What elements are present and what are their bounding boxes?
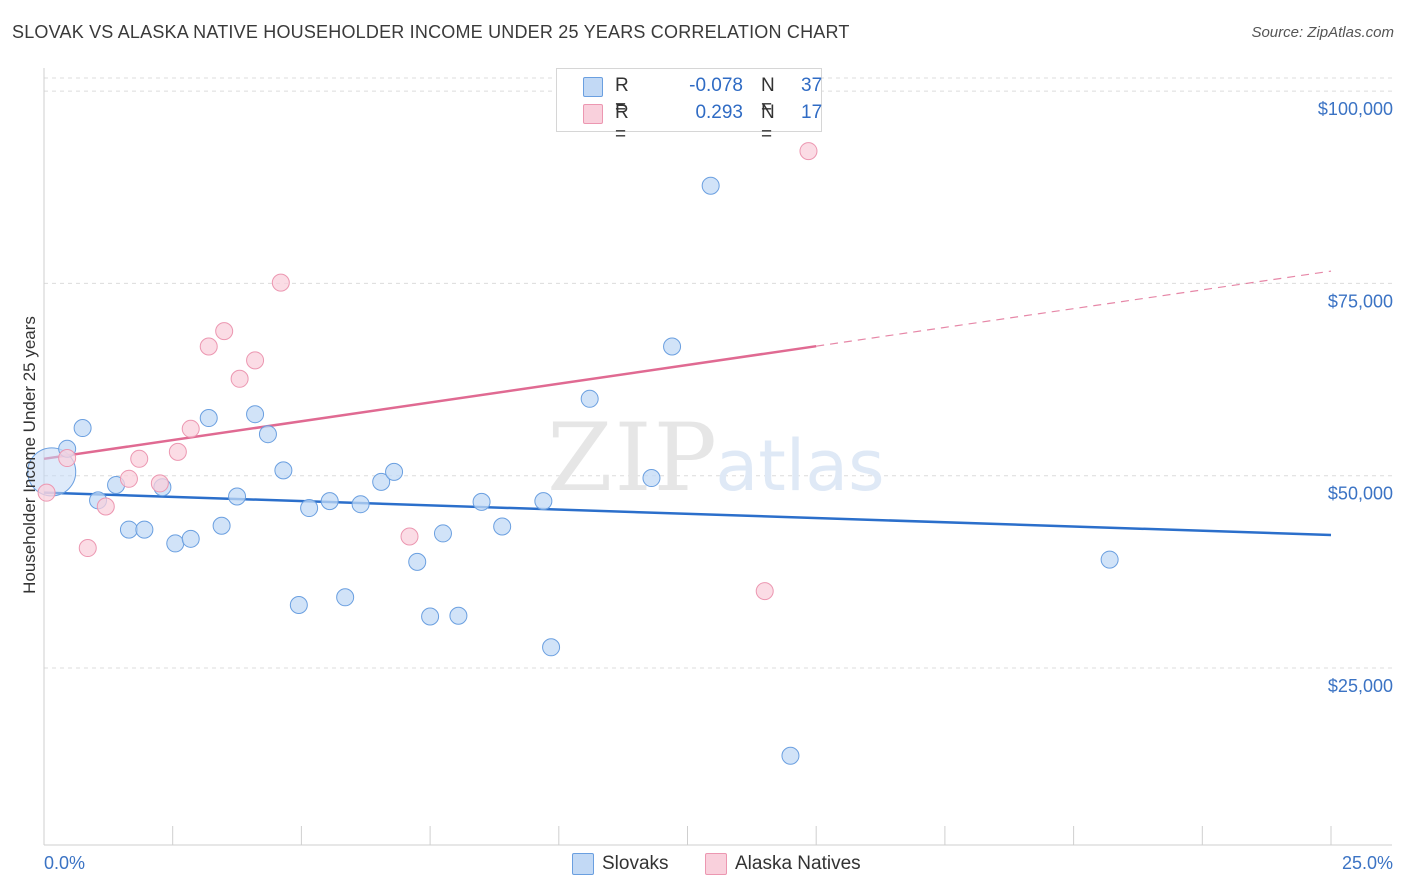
y-tick-label: $75,000	[1328, 291, 1393, 311]
point-slovaks	[472, 492, 491, 511]
point-alaska-natives	[96, 497, 115, 516]
bottom-legend-swatch-alaska-natives	[705, 853, 727, 875]
legend-r-label: R =	[615, 102, 629, 145]
point-alaska-natives	[199, 337, 218, 356]
point-alaska-natives	[119, 469, 138, 488]
point-slovaks	[701, 176, 720, 195]
point-slovaks	[385, 462, 404, 481]
y-tick-label: $25,000	[1328, 676, 1393, 696]
point-slovaks	[212, 516, 231, 535]
point-slovaks	[119, 520, 138, 539]
point-slovaks	[258, 425, 277, 444]
point-alaska-natives	[755, 582, 774, 601]
x-tick-label: 25.0%	[1342, 853, 1393, 873]
chart-title: SLOVAK VS ALASKA NATIVE HOUSEHOLDER INCO…	[12, 22, 850, 42]
point-slovaks	[663, 337, 682, 356]
y-axis-label: Householder Income Under 25 years	[20, 316, 39, 594]
point-slovaks	[166, 534, 185, 553]
trend-line	[43, 491, 1332, 537]
point-alaska-natives	[215, 322, 234, 341]
point-alaska-natives	[400, 527, 419, 546]
point-slovaks	[73, 419, 92, 438]
bottom-legend-label: Slovaks	[602, 853, 669, 874]
point-alaska-natives	[246, 351, 265, 370]
point-slovaks	[1100, 550, 1119, 569]
point-slovaks	[534, 492, 553, 511]
zipatlas-watermark: ZIP atlas	[547, 404, 884, 513]
point-slovaks	[542, 638, 561, 657]
point-alaska-natives	[271, 273, 290, 292]
point-slovaks	[181, 529, 200, 548]
legend-n-label: N =	[761, 75, 775, 118]
correlation-legend: R = -0.078 N = 37 R = 0.293 N = 17	[556, 68, 823, 145]
point-alaska-natives	[58, 449, 77, 468]
point-alaska-natives	[799, 142, 818, 161]
y-tick-labels: $25,000 $50,000 $75,000 $100,000	[1318, 99, 1393, 696]
watermark-atlas: atlas	[715, 425, 884, 507]
point-alaska-natives	[130, 449, 149, 468]
point-slovaks	[642, 469, 661, 488]
legend-swatch-slovaks	[583, 77, 603, 97]
watermark-zip: ZIP	[547, 404, 719, 513]
bottom-legend-label: Alaska Natives	[735, 853, 861, 874]
y-tick-label: $100,000	[1318, 99, 1393, 119]
point-slovaks	[493, 517, 512, 536]
point-slovaks	[300, 499, 319, 518]
legend-n-value: 17	[801, 102, 823, 123]
point-slovaks	[449, 606, 468, 625]
data-points	[27, 142, 1119, 765]
legend-swatch-alaska-natives	[583, 104, 603, 124]
source-label: Source: ZipAtlas.com	[1251, 24, 1394, 41]
point-slovaks	[433, 524, 452, 543]
point-alaska-natives	[78, 539, 97, 558]
point-slovaks	[336, 588, 355, 607]
point-slovaks	[372, 472, 391, 491]
trend-line-solid	[43, 344, 817, 461]
point-alaska-natives	[168, 442, 187, 461]
x-tick-label: 0.0%	[44, 853, 85, 873]
point-slovaks	[351, 495, 370, 514]
legend-r-value: -0.078	[689, 75, 743, 96]
point-slovaks	[320, 492, 339, 511]
point-alaska-natives	[150, 474, 169, 493]
point-alaska-natives	[230, 369, 249, 388]
legend-r-value: 0.293	[695, 102, 743, 123]
point-alaska-natives	[37, 483, 56, 502]
trend-line-dashed	[816, 270, 1332, 347]
point-slovaks	[289, 595, 308, 614]
trend-lines	[43, 270, 1332, 537]
point-slovaks	[199, 409, 218, 428]
legend-n-value: 37	[801, 75, 823, 96]
x-tick-labels: 0.0% 25.0%	[44, 853, 1393, 873]
point-slovaks	[228, 487, 247, 506]
y-tick-label: $50,000	[1328, 484, 1393, 504]
point-slovaks	[580, 389, 599, 408]
point-alaska-natives	[181, 419, 200, 438]
point-slovaks	[135, 520, 154, 539]
point-slovaks	[781, 746, 800, 765]
legend-r-label: R =	[615, 75, 629, 118]
point-slovaks	[274, 461, 293, 480]
point-slovaks	[246, 405, 265, 424]
bottom-legend-swatch-slovaks	[572, 853, 594, 875]
point-slovaks	[408, 552, 427, 571]
legend-n-label: N =	[761, 102, 775, 145]
point-slovaks	[421, 607, 440, 626]
